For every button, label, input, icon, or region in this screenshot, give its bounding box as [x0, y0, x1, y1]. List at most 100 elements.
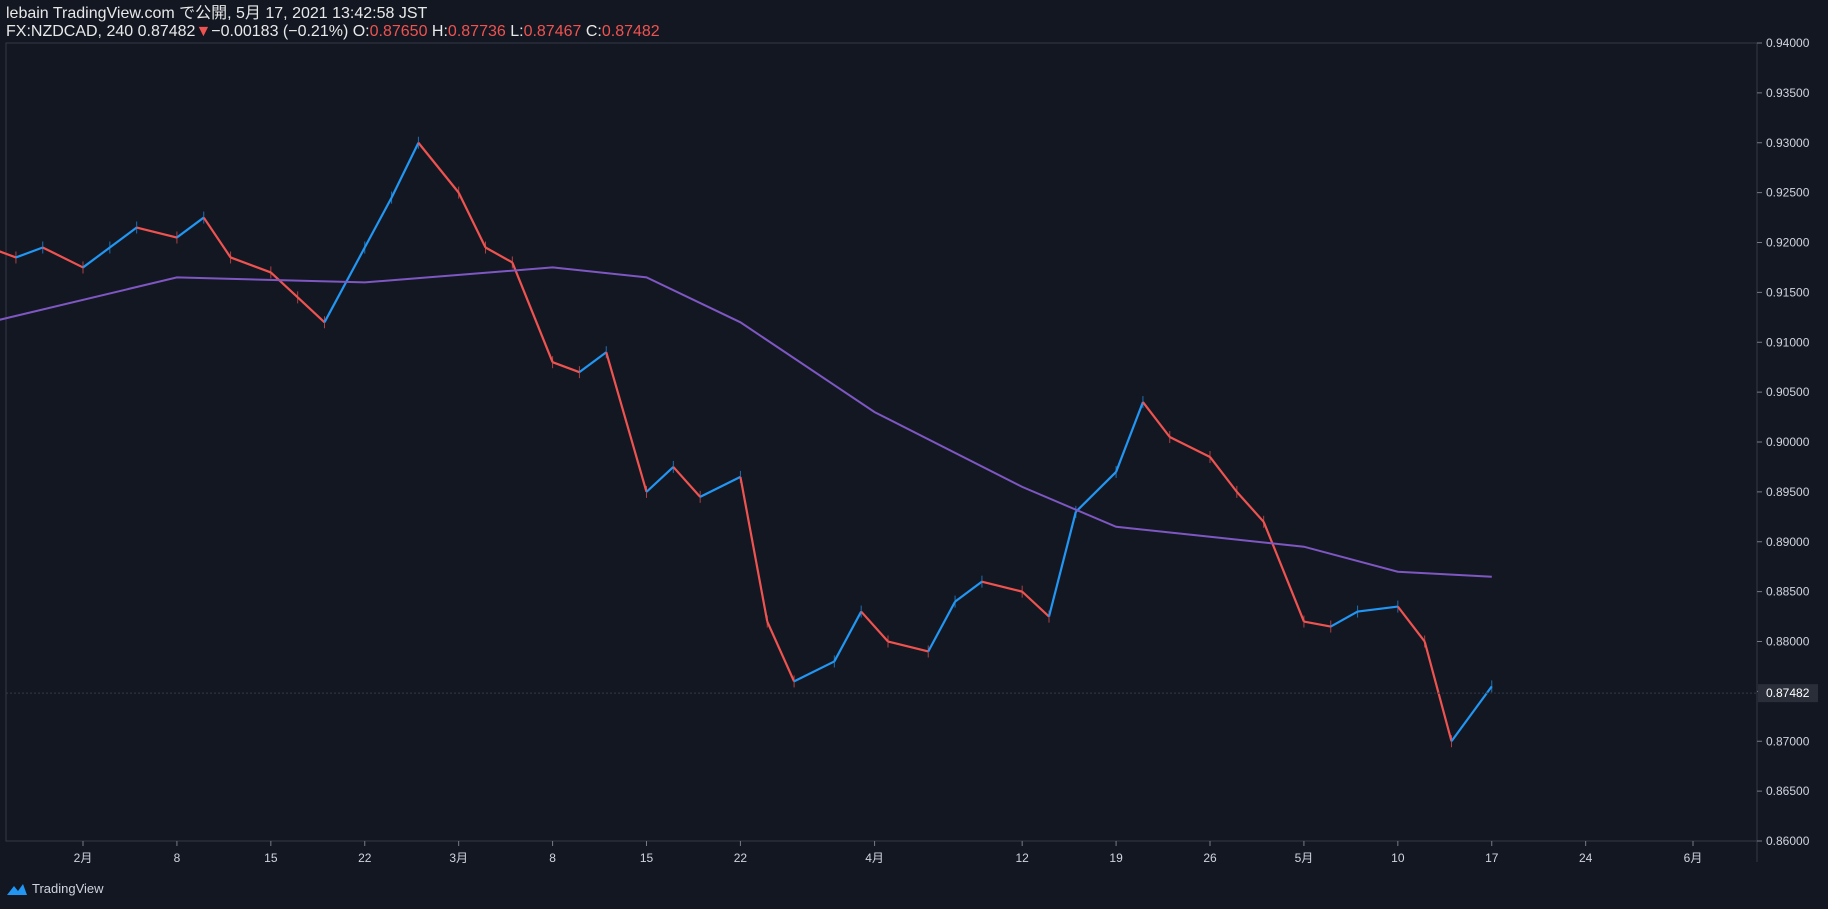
price-segment	[511, 262, 554, 363]
close-value: 0.87482	[601, 23, 660, 40]
x-tick-label: 26	[1203, 851, 1217, 865]
price-segment	[954, 580, 983, 603]
price-segment	[457, 192, 487, 248]
price-segment	[739, 476, 769, 622]
price-segment	[927, 601, 957, 652]
price-segment	[82, 246, 111, 269]
price-segment	[363, 197, 393, 249]
price-segment	[1209, 456, 1238, 493]
price-segment	[390, 142, 420, 199]
price-segment	[605, 351, 648, 493]
y-tick-label: 0.90500	[1766, 385, 1810, 399]
price-segment	[1142, 401, 1171, 438]
price-segment	[323, 246, 366, 323]
x-tick-label: 24	[1579, 851, 1593, 865]
x-tick-label: 15	[640, 851, 654, 865]
y-tick-label: 0.88500	[1766, 585, 1810, 599]
y-tick-label: 0.90000	[1766, 435, 1810, 449]
close-label: C:	[585, 23, 602, 40]
chart-legend: FX:NZDCAD, 240 0.87482▼−0.00183 (−0.21%)…	[6, 22, 660, 41]
high-label: H:	[431, 23, 448, 40]
price-segment	[417, 142, 460, 194]
y-tick-label: 0.91500	[1766, 285, 1810, 299]
price-segment	[42, 246, 84, 269]
low-value: 0.87467	[523, 23, 582, 40]
last-price-tag	[1758, 684, 1818, 703]
y-tick-label: 0.93000	[1766, 136, 1810, 150]
low-label: L:	[510, 23, 524, 40]
price-segment	[270, 271, 299, 299]
price-segment	[296, 296, 326, 324]
y-tick-label: 0.92500	[1766, 186, 1810, 200]
y-tick-label: 0.88000	[1766, 635, 1810, 649]
price-segment	[766, 621, 796, 682]
price-segment	[1423, 641, 1453, 742]
x-tick-label: 6月	[1684, 851, 1703, 865]
price-segment	[15, 246, 44, 259]
price-chart[interactable]: 0.860000.865000.870000.875000.880000.885…	[0, 0, 1828, 880]
price-segment	[1115, 401, 1144, 473]
y-tick-label: 0.94000	[1766, 36, 1810, 50]
x-tick-label: 4月	[865, 851, 884, 865]
symbol-label[interactable]: FX:NZDCAD, 240	[6, 23, 134, 40]
price-segment	[860, 610, 889, 643]
open-value: 0.87650	[369, 23, 428, 40]
price-segment	[109, 226, 138, 249]
price-segment	[176, 216, 205, 239]
price-segment	[1262, 521, 1305, 622]
x-tick-label: 2月	[74, 851, 93, 865]
x-tick-label: 19	[1109, 851, 1123, 865]
price-segment	[230, 256, 272, 274]
y-tick-label: 0.89000	[1766, 535, 1810, 549]
y-tick-label: 0.86000	[1766, 834, 1810, 848]
y-tick-label: 0.86500	[1766, 784, 1810, 798]
x-tick-label: 8	[174, 851, 181, 865]
price-segment	[1450, 685, 1493, 742]
moving-average-line	[0, 266, 1492, 578]
price-series-line	[0, 143, 1492, 742]
high-value: 0.87736	[447, 23, 506, 40]
price-segment	[1236, 491, 1265, 523]
x-tick-label: 5月	[1295, 851, 1314, 865]
y-tick-label: 0.92000	[1766, 236, 1810, 250]
price-segment	[793, 660, 835, 683]
last-price: 0.87482	[137, 23, 196, 40]
price-segment	[887, 640, 929, 653]
x-tick-label: 3月	[449, 851, 468, 865]
price-segment	[1303, 620, 1331, 628]
x-tick-label: 10	[1391, 851, 1405, 865]
plot-frame	[5, 42, 1758, 842]
x-tick-label: 12	[1015, 851, 1029, 865]
price-segment	[1075, 471, 1117, 513]
footer: TradingView	[6, 881, 104, 896]
x-tick-label: 8	[549, 851, 556, 865]
price-segment	[1357, 605, 1398, 613]
x-tick-label: 15	[264, 851, 278, 865]
price-segment	[699, 475, 741, 498]
last-price-tag-label: 0.87482	[1766, 686, 1810, 700]
price-segment	[552, 361, 580, 374]
price-segment	[1021, 590, 1050, 618]
price-segment	[1169, 436, 1211, 458]
tradingview-logo-icon[interactable]	[6, 882, 28, 896]
footer-brand[interactable]: TradingView	[32, 881, 104, 896]
price-segment	[202, 216, 232, 259]
x-tick-label: 22	[734, 851, 748, 865]
price-segment	[1330, 610, 1359, 628]
price-segment	[645, 466, 675, 493]
y-tick-label: 0.89500	[1766, 485, 1810, 499]
price-segment	[0, 250, 17, 259]
price-change: −0.00183 (−0.21%)	[211, 23, 349, 40]
price-segment	[484, 246, 513, 264]
down-arrow-icon: ▼	[195, 23, 212, 40]
price-segment	[578, 351, 607, 374]
y-tick-label: 0.91000	[1766, 335, 1810, 349]
chart-publish-info: lebain TradingView.com で公開, 5月 17, 2021 …	[6, 5, 428, 22]
price-segment	[136, 226, 178, 239]
price-segment	[833, 611, 863, 662]
y-tick-label: 0.93500	[1766, 86, 1810, 100]
price-segment	[672, 466, 701, 498]
x-tick-label: 17	[1485, 851, 1499, 865]
open-label: O:	[352, 23, 370, 40]
y-tick-label: 0.87000	[1766, 734, 1810, 748]
